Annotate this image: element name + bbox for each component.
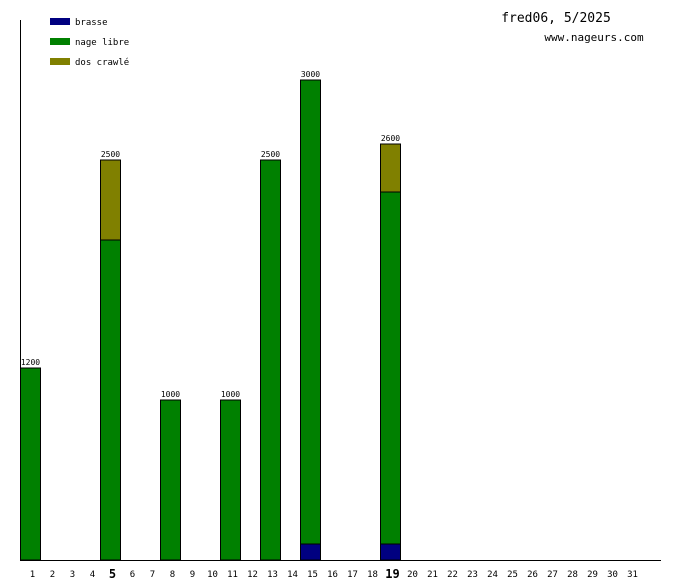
- legend: brasse nage libre dos crawlé: [50, 18, 129, 68]
- legend-swatch-0: [50, 18, 70, 25]
- x-tick-14: 14: [287, 570, 298, 580]
- data-label-day13: 2500: [261, 150, 280, 159]
- bar-day5-nage-libre: [100, 239, 121, 561]
- legend-label-1: nage libre: [75, 38, 129, 48]
- bars: [20, 79, 401, 561]
- bar-day19-dos-crawlé: [380, 143, 401, 193]
- data-label-day5: 2500: [101, 150, 120, 159]
- bar-day11-nage-libre: [220, 399, 241, 561]
- data-label-day8: 1000: [161, 390, 180, 399]
- bar-day15-brasse: [300, 543, 321, 561]
- x-tick-5: 5: [109, 567, 116, 580]
- x-tick-17: 17: [347, 570, 358, 580]
- x-tick-labels: 1 2 3 4 5 6 7 8 9 10 11 12 13 14 15 16 17 18 19 20 21 22 23 24 2…: [30, 567, 638, 580]
- x-tick-26: 26: [527, 570, 538, 580]
- bar-day15-nage-libre: [300, 79, 321, 545]
- site-url: www.nageurs.com: [544, 31, 644, 44]
- bar-day19-nage-libre: [380, 191, 401, 545]
- data-label-day15: 3000: [301, 70, 320, 79]
- x-tick-29: 29: [587, 570, 598, 580]
- bar-day8-nage-libre: [160, 399, 181, 561]
- x-tick-21: 21: [427, 570, 438, 580]
- x-tick-1: 1: [30, 570, 35, 580]
- x-tick-16: 16: [327, 570, 338, 580]
- bar-day19-brasse: [380, 543, 401, 561]
- data-label-day11: 1000: [221, 390, 240, 399]
- x-tick-31: 31: [627, 570, 638, 580]
- legend-label-2: dos crawlé: [75, 57, 129, 68]
- bar-day1-nage-libre: [20, 367, 41, 561]
- x-tick-18: 18: [367, 570, 378, 580]
- x-tick-20: 20: [407, 570, 418, 580]
- data-labels: 1200 2500 1000 1000 2500 3000 2600: [21, 70, 400, 399]
- chart-title: fred06, 5/2025: [501, 11, 611, 26]
- data-label-day19: 2600: [381, 134, 400, 143]
- x-tick-12: 12: [247, 570, 258, 580]
- x-tick-7: 7: [150, 570, 155, 580]
- x-tick-27: 27: [547, 570, 558, 580]
- x-tick-8: 8: [170, 570, 175, 580]
- x-tick-25: 25: [507, 570, 518, 580]
- x-tick-11: 11: [227, 570, 238, 580]
- x-tick-28: 28: [567, 570, 578, 580]
- x-tick-24: 24: [487, 570, 498, 580]
- bar-day5-dos-crawlé: [100, 159, 121, 241]
- x-tick-30: 30: [607, 570, 618, 580]
- x-tick-23: 23: [467, 570, 478, 580]
- x-tick-9: 9: [190, 570, 195, 580]
- data-label-day1: 1200: [21, 358, 40, 367]
- x-tick-2: 2: [50, 570, 55, 580]
- legend-swatch-1: [50, 38, 70, 45]
- x-tick-19: 19: [385, 567, 399, 580]
- legend-swatch-2: [50, 58, 70, 65]
- x-tick-3: 3: [70, 570, 75, 580]
- bar-day13-nage-libre: [260, 159, 281, 561]
- legend-label-0: brasse: [75, 18, 108, 28]
- x-tick-6: 6: [130, 570, 135, 580]
- x-tick-15: 15: [307, 570, 318, 580]
- x-tick-22: 22: [447, 570, 458, 580]
- x-tick-10: 10: [207, 570, 218, 580]
- x-tick-4: 4: [90, 570, 95, 580]
- x-tick-13: 13: [267, 570, 278, 580]
